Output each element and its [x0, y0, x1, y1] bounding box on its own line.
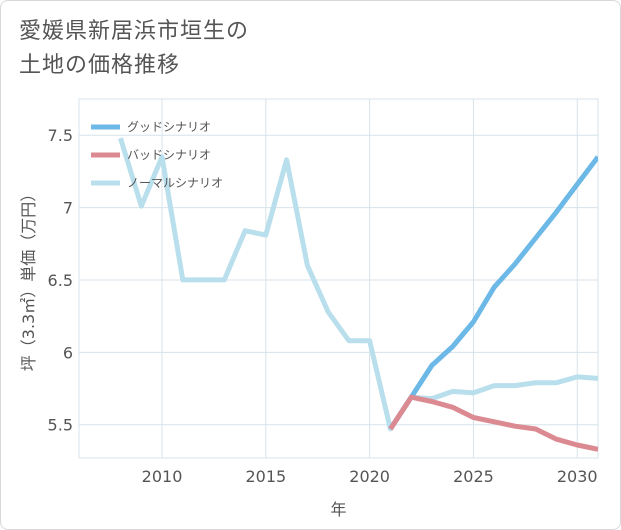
legend-item: ノーマルシナリオ — [91, 176, 223, 190]
tick-labels: 2010 2015 2020 2025 2030 5.5 6 6.5 7 7.5 — [48, 126, 598, 486]
y-axis-title: 坪（3.3㎡）単価（万円） — [19, 186, 38, 371]
y-tick-label: 7 — [63, 199, 73, 218]
series-lines — [118, 137, 598, 452]
plot-frame — [78, 98, 599, 459]
x-axis-title: 年 — [330, 500, 346, 519]
series-line-1 — [388, 394, 598, 452]
y-tick-label: 5.5 — [48, 416, 73, 435]
series-line-0 — [388, 155, 598, 431]
legend-label: バッドシナリオ — [127, 148, 211, 162]
legend-item: バッドシナリオ — [91, 148, 211, 162]
legend-item: グッドシナリオ — [91, 120, 211, 134]
x-tick-label: 2025 — [453, 467, 494, 486]
legend-label: ノーマルシナリオ — [127, 176, 223, 190]
x-tick-label: 2015 — [245, 467, 286, 486]
series-line-2 — [118, 137, 598, 432]
x-tick-label: 2010 — [142, 467, 183, 486]
y-tick-label: 6.5 — [48, 271, 73, 290]
x-tick-label: 2030 — [557, 467, 598, 486]
y-tick-label: 7.5 — [48, 126, 73, 145]
chart-title: 愛媛県新居浜市垣生の 土地の価格推移 — [19, 19, 250, 78]
legend-label: グッドシナリオ — [127, 120, 211, 134]
x-tick-label: 2020 — [349, 467, 390, 486]
y-tick-label: 6 — [63, 343, 73, 362]
